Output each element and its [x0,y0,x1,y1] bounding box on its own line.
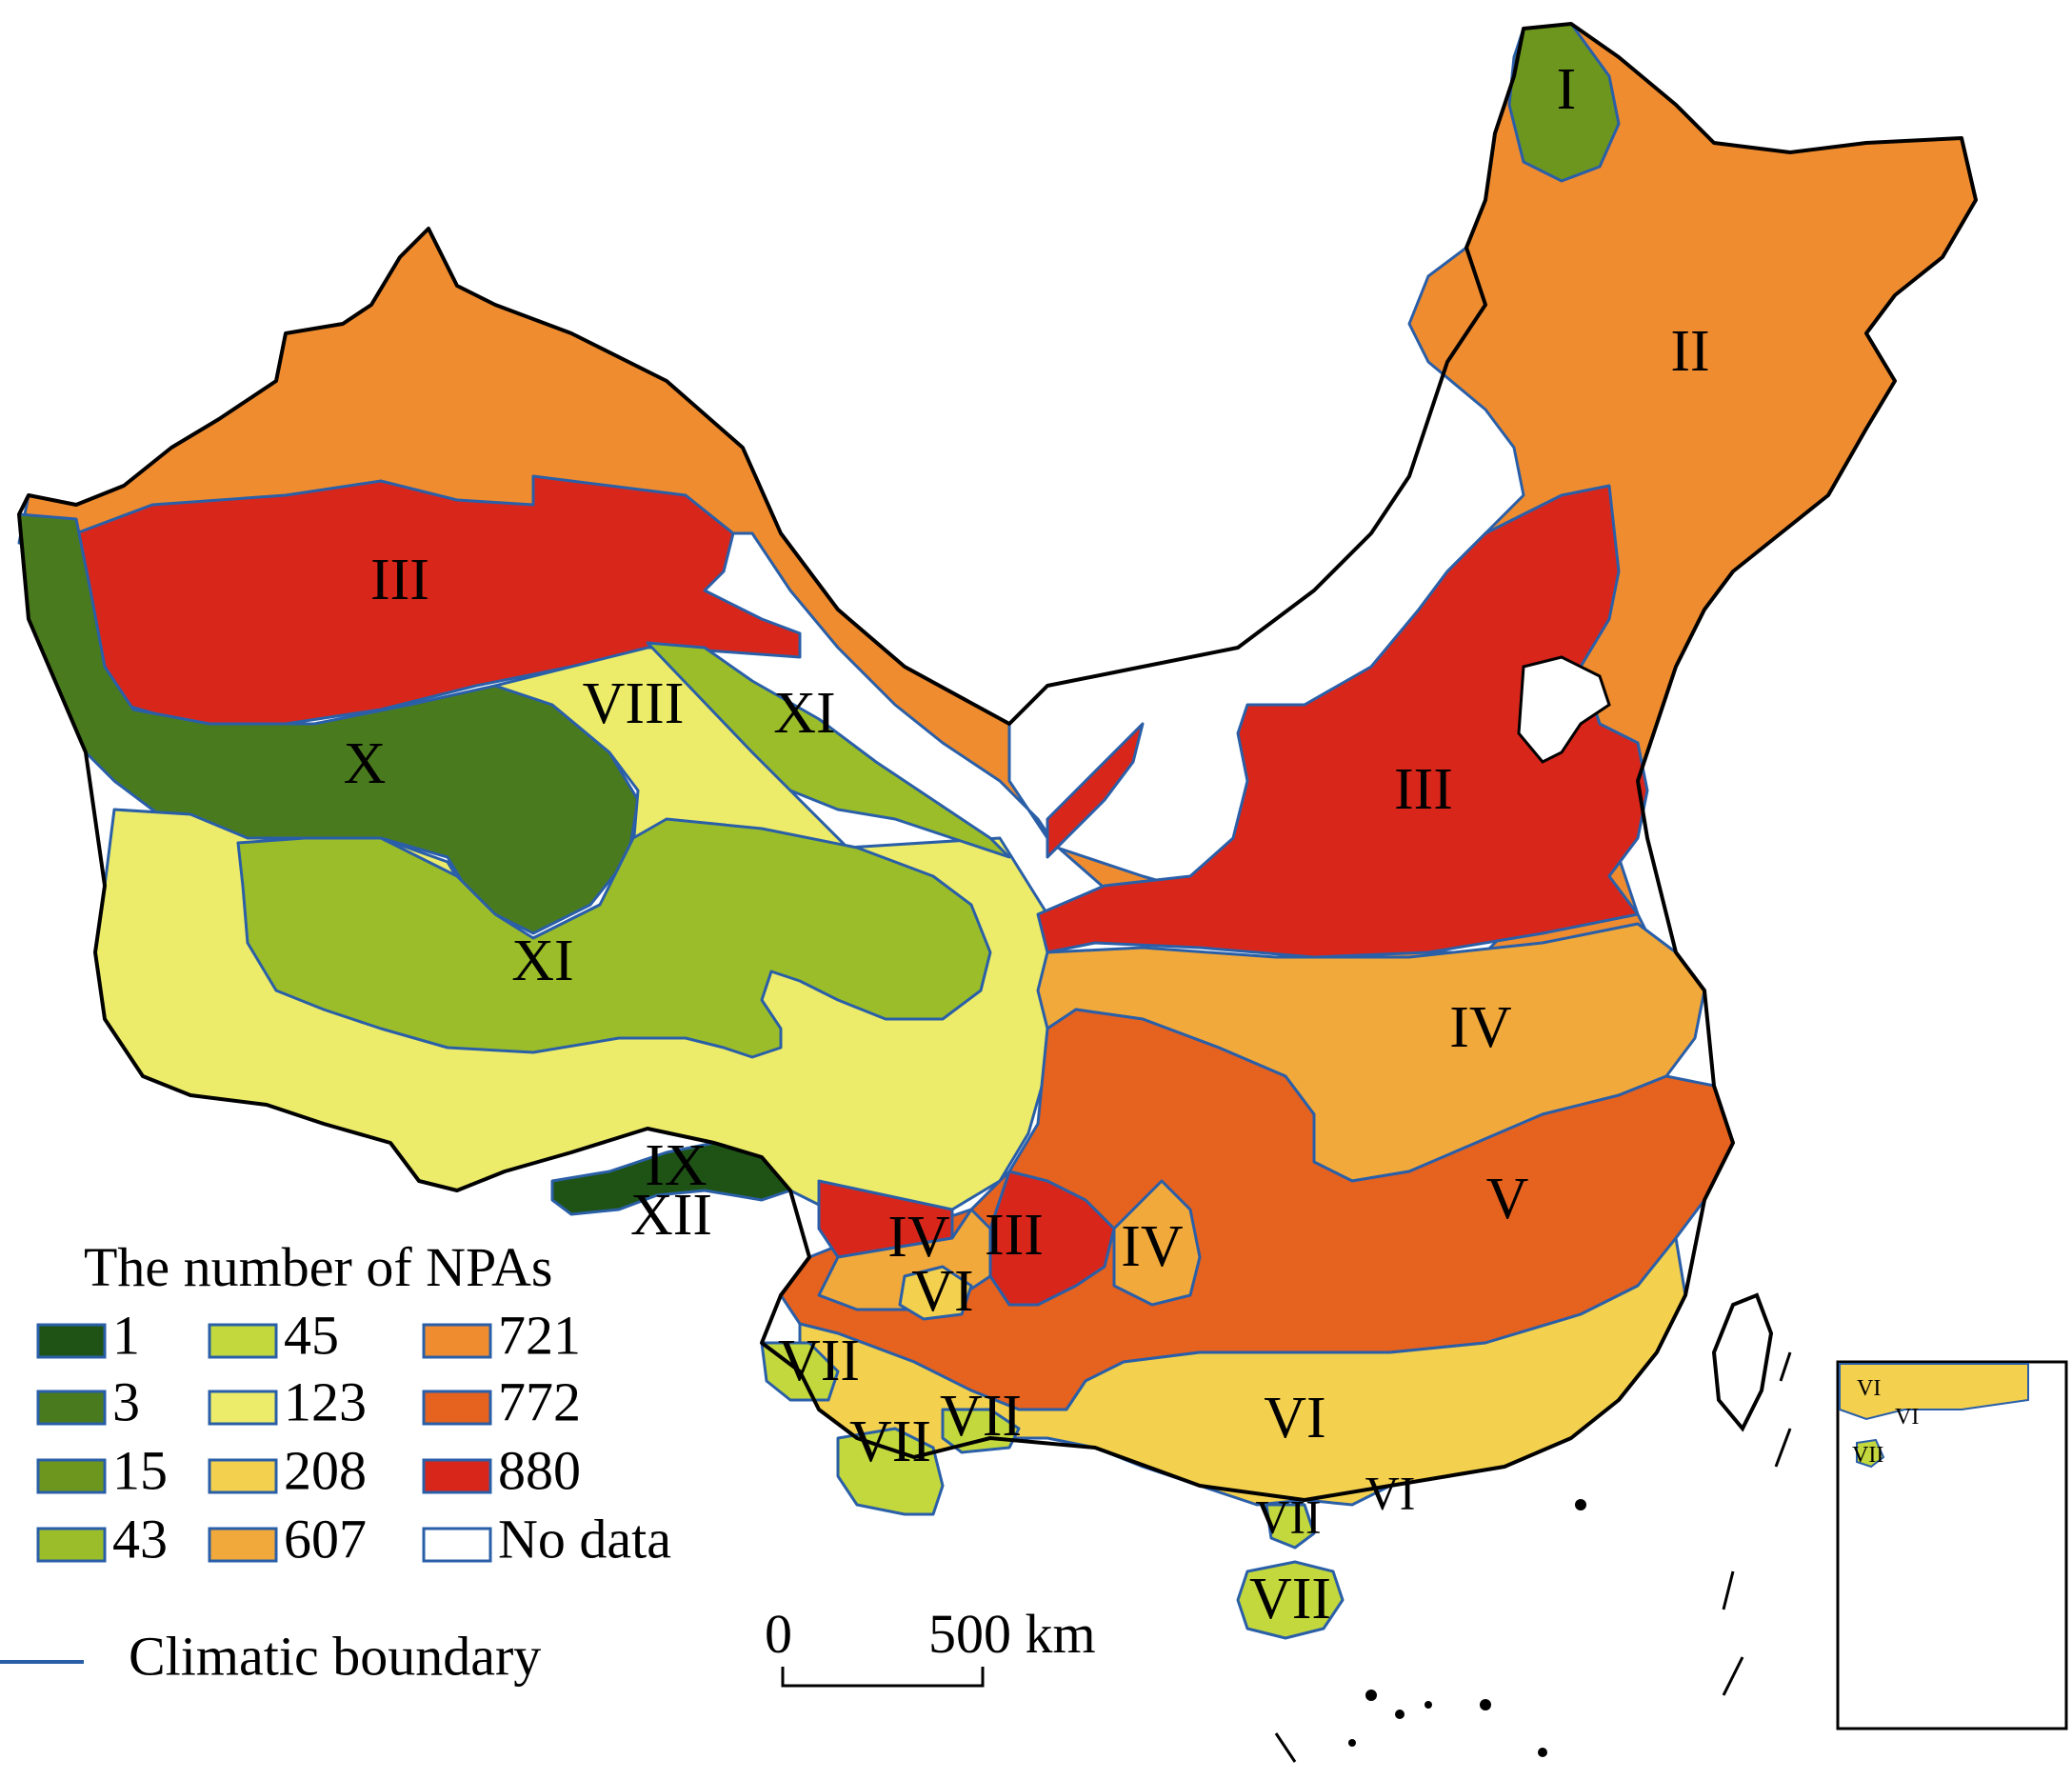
legend-label-11: No data [498,1508,671,1570]
legend-swatch-3 [36,1527,107,1563]
legend-title: The number of NPAs [84,1236,552,1298]
zone-vii-hainan-region [1236,1560,1345,1640]
legend-swatch-7 [208,1527,278,1563]
climatic-boundary-label: Climatic boundary [129,1625,541,1687]
zone-label-vi-s: VI [1264,1386,1325,1450]
legend-swatch-11 [422,1527,492,1563]
zone-label-v: V [1486,1167,1529,1231]
legend-label-1: 3 [112,1370,140,1432]
legend-swatch-10 [422,1458,492,1494]
zone-label-iii-nw: III [370,548,429,612]
legend-label-6: 208 [284,1439,367,1501]
country-outline [17,22,1978,1502]
zone-label-vii-hainan: VII [1249,1567,1331,1631]
zone-label-iii-ne: III [1394,757,1453,822]
inset-hainan [1856,1438,1885,1469]
legend-label-8: 721 [498,1304,581,1366]
legend-label-7: 607 [284,1508,367,1570]
inset-label-c: VII [1852,1443,1883,1468]
legend-label-5: 123 [284,1370,367,1432]
zone-label-vii-d: VII [1255,1490,1321,1543]
legend-label-4: 45 [284,1304,339,1366]
legend-swatch-8 [422,1323,492,1359]
zone-label-vii-c: VII [940,1384,1022,1449]
zone-label-xi-c: XI [511,929,573,993]
legend-swatch-6 [208,1458,278,1494]
zone-iii-band-region [1046,722,1145,859]
zone-xi-north-region [646,641,1011,859]
zone-label-ii: II [1670,319,1709,384]
zone-label-viii: VIII [583,671,685,736]
south-china-sea-inset: VI VI VII [1836,1360,2068,1730]
zone-vii-b-region [836,1427,945,1516]
zone-xi-central-region [236,817,992,1059]
south-sea-islands [1348,1499,1586,1757]
legend-label-3: 43 [112,1508,168,1570]
legend-swatch-4 [208,1323,278,1359]
inset-label-b: VI [1895,1405,1919,1430]
zone-label-iv-sw: IV [887,1205,950,1270]
inset-land [1839,1363,2029,1421]
taiwan-island [1711,1292,1774,1432]
zone-x-region [17,512,640,935]
legend-label-10: 880 [498,1439,581,1501]
zone-vii-leizhou-region [1265,1503,1316,1550]
zone-label-x: X [344,731,387,796]
scale-bar-start-label: 0 [765,1603,792,1665]
zone-ix-region [550,1141,792,1216]
zone-label-iv-e: IV [1449,995,1512,1060]
zone-label-i: I [1557,57,1577,122]
zone-label-iii-sw: III [985,1203,1044,1268]
scale-bar-end-label: 500 km [928,1603,1096,1665]
scale-bar: 0 500 km [765,1603,1096,1688]
legend-label-2: 15 [112,1439,168,1501]
zone-vi-southwest-region [898,1265,973,1321]
zone-label-xi-n: XI [773,681,835,746]
zone-vii-c-region [941,1408,1021,1454]
zone-label-ix: IX [645,1133,707,1198]
legend-swatch-0 [36,1323,107,1359]
zone-label-vii-a: VII [778,1329,860,1393]
legend-swatch-2 [36,1458,107,1494]
legend-label-0: 1 [112,1304,140,1366]
zone-iv-south-region [1112,1179,1202,1307]
zone-label-vi-se: VI [1365,1466,1416,1519]
inset-label-a: VI [1857,1376,1881,1401]
zone-label-vi-sw: VI [911,1259,973,1324]
zone-label-iv-s: IV [1121,1214,1184,1279]
zone-label-xii: XII [630,1183,712,1248]
zone-label-vii-b: VII [849,1410,931,1474]
legend-swatch-5 [208,1390,278,1426]
legend-swatch-1 [36,1390,107,1426]
legend-swatch-9 [422,1390,492,1426]
coastal-dashed-line [1274,1351,1792,1763]
scale-bar-line [781,1667,985,1688]
bohai-sea [1517,655,1611,764]
legend-label-9: 772 [498,1370,581,1432]
zone-iii-northeast-region [1036,484,1649,959]
